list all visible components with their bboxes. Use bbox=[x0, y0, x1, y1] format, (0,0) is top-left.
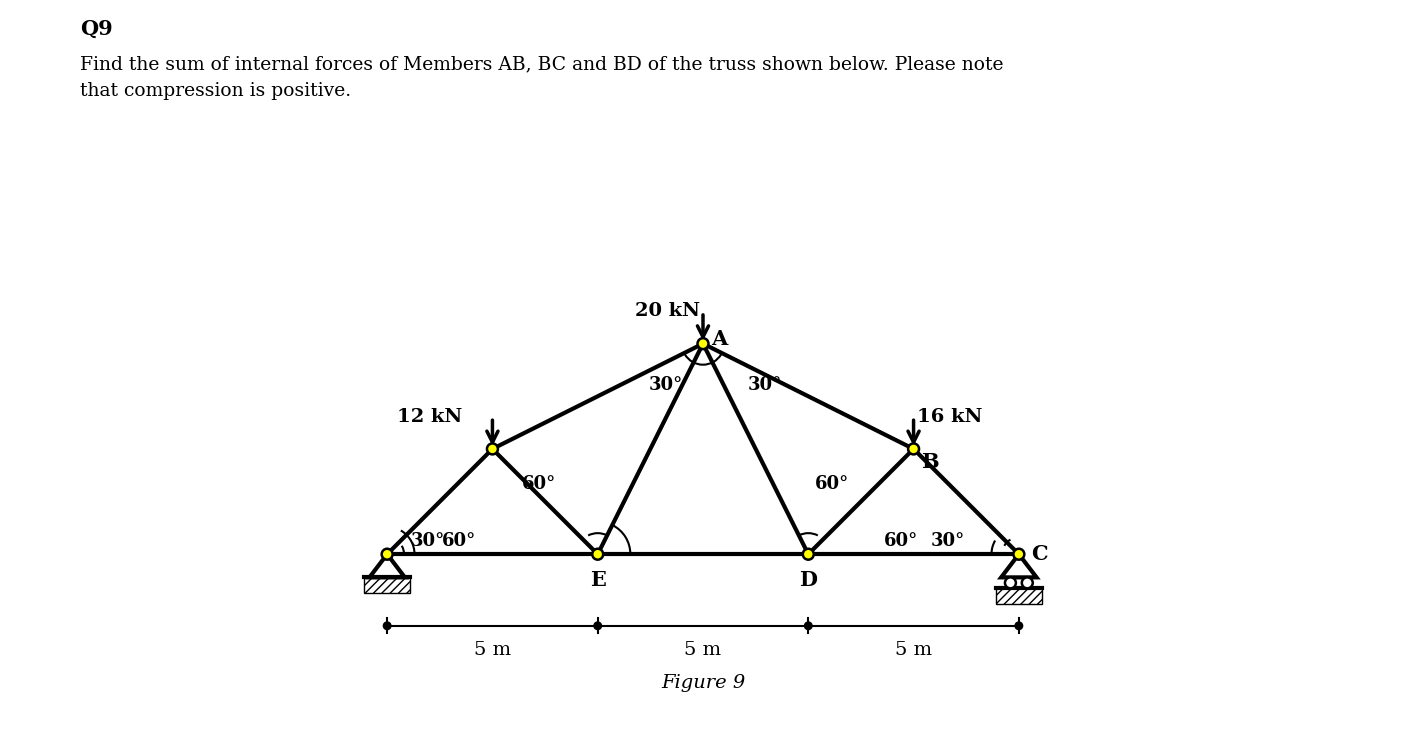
Text: C: C bbox=[1031, 544, 1047, 564]
Text: Find the sum of internal forces of Members AB, BC and BD of the truss shown belo: Find the sum of internal forces of Membe… bbox=[80, 56, 1004, 100]
Text: 30°: 30° bbox=[648, 376, 682, 394]
Text: 16 kN: 16 kN bbox=[917, 408, 981, 426]
Text: 5 m: 5 m bbox=[896, 641, 932, 658]
Text: B: B bbox=[921, 452, 939, 472]
Text: E: E bbox=[589, 570, 606, 590]
Text: 60°: 60° bbox=[814, 475, 849, 493]
Circle shape bbox=[592, 549, 603, 559]
Text: 12 kN: 12 kN bbox=[396, 408, 463, 426]
Circle shape bbox=[1022, 577, 1033, 589]
Circle shape bbox=[486, 443, 498, 455]
Text: A: A bbox=[711, 330, 728, 350]
Circle shape bbox=[803, 549, 814, 559]
Circle shape bbox=[384, 622, 391, 629]
Circle shape bbox=[1015, 622, 1022, 629]
Text: 5 m: 5 m bbox=[474, 641, 510, 658]
Text: 30°: 30° bbox=[931, 532, 965, 550]
Text: Q9: Q9 bbox=[80, 19, 112, 39]
Circle shape bbox=[908, 443, 920, 455]
Text: 5 m: 5 m bbox=[685, 641, 721, 658]
Circle shape bbox=[1005, 577, 1017, 589]
Text: 60°: 60° bbox=[884, 532, 918, 550]
Circle shape bbox=[593, 622, 602, 629]
Text: Figure 9: Figure 9 bbox=[661, 674, 745, 692]
Circle shape bbox=[381, 549, 392, 559]
Text: 30°: 30° bbox=[411, 532, 444, 550]
Text: D: D bbox=[799, 570, 817, 590]
Circle shape bbox=[804, 622, 813, 629]
Text: 60°: 60° bbox=[522, 475, 557, 493]
Text: 20 kN: 20 kN bbox=[634, 303, 700, 321]
Circle shape bbox=[1014, 549, 1025, 559]
Text: 60°: 60° bbox=[441, 532, 477, 550]
Circle shape bbox=[697, 339, 709, 349]
Text: 30°: 30° bbox=[747, 376, 782, 394]
